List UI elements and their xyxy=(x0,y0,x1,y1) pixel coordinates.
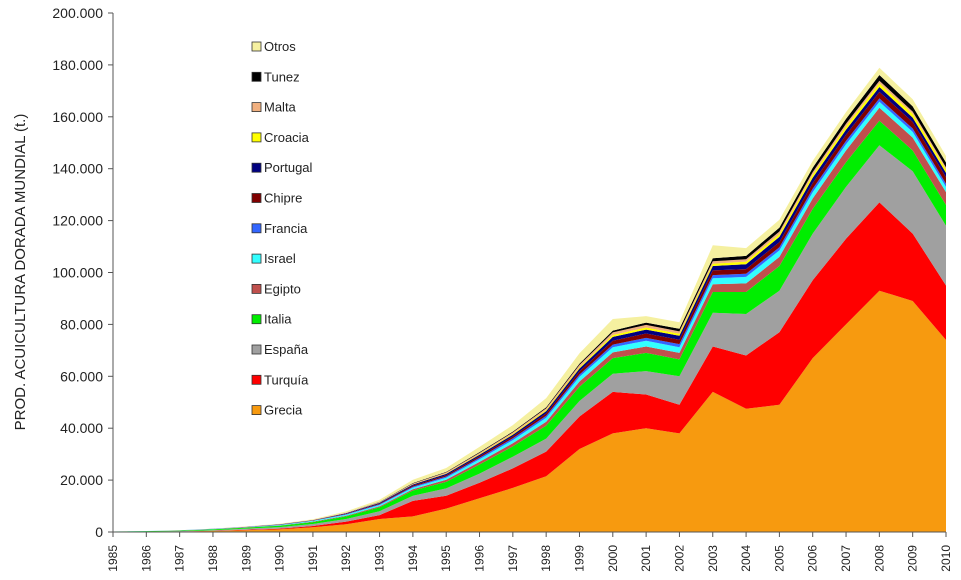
legend-swatch-otros xyxy=(251,41,262,52)
y-axis-ticks: 0 20.000 40.000 60.000 80.000 100.000 120.000 1… xyxy=(52,5,113,540)
x-tick-label: 1999 xyxy=(572,545,586,572)
x-tick-label: 2010 xyxy=(939,545,953,572)
x-tick-label: 1989 xyxy=(239,545,253,572)
legend-swatch-malta xyxy=(251,102,262,112)
x-tick-label: 1986 xyxy=(139,545,153,572)
legend-label-turquia: Turquía xyxy=(264,372,309,387)
y-tick-label: 20.000 xyxy=(60,472,103,488)
legend-swatch-chipre xyxy=(251,193,262,203)
y-tick-label: 40.000 xyxy=(60,420,103,436)
x-tick-label: 1991 xyxy=(306,545,320,572)
x-tick-label: 2004 xyxy=(739,545,753,572)
legend-label-croacia: Croacia xyxy=(264,130,310,145)
y-tick-label: 200.000 xyxy=(52,5,103,21)
legend-swatch-italia xyxy=(251,314,262,325)
y-tick-label: 180.000 xyxy=(52,57,103,73)
area-series-grecia xyxy=(113,290,946,532)
legend-label-egipto: Egipto xyxy=(264,281,301,296)
x-tick-label: 2006 xyxy=(806,545,820,572)
legend-swatch-portugal xyxy=(251,162,262,173)
x-tick-label: 1998 xyxy=(539,545,553,572)
x-tick-label: 2002 xyxy=(672,545,686,572)
legend-label-tunez: Tunez xyxy=(264,69,300,84)
legend-swatch-egipto xyxy=(251,283,262,294)
x-tick-label: 2001 xyxy=(639,545,653,572)
x-tick-label: 2005 xyxy=(772,545,786,572)
x-tick-label: 1988 xyxy=(206,545,220,572)
legend-swatch-espana xyxy=(251,344,262,355)
x-axis-ticks: 1985 1986 1987 1988 1989 1990 1991 1992 1993 1994… xyxy=(106,532,953,572)
legend-label-chipre: Chipre xyxy=(264,191,302,206)
x-tick-label: 1990 xyxy=(273,545,287,572)
y-tick-label: 140.000 xyxy=(52,161,103,177)
legend-label-israel: Israel xyxy=(264,251,296,266)
area-series-group xyxy=(113,67,946,532)
x-tick-label: 1992 xyxy=(339,545,353,572)
x-tick-label: 2007 xyxy=(839,545,853,572)
y-tick-label: 80.000 xyxy=(60,316,103,332)
x-tick-label: 1994 xyxy=(406,545,420,572)
legend-swatch-israel xyxy=(251,253,262,264)
y-tick-label: 120.000 xyxy=(52,213,103,229)
x-tick-label: 1987 xyxy=(173,545,187,572)
area-series-turquia xyxy=(113,202,946,532)
y-tick-label: 0 xyxy=(95,524,103,540)
legend-swatch-croacia xyxy=(251,132,262,143)
legend-label-portugal: Portugal xyxy=(264,160,313,175)
legend-swatch-grecia xyxy=(251,405,262,416)
x-tick-label: 2003 xyxy=(706,545,720,572)
x-tick-label: 2008 xyxy=(872,545,886,572)
x-tick-label: 1995 xyxy=(439,545,453,572)
x-tick-label: 2000 xyxy=(606,545,620,572)
legend-label-malta: Malta xyxy=(264,100,297,115)
y-axis-label: PROD. ACUICULTURA DORADA MUNDIAL (t.) xyxy=(12,114,29,431)
legend-label-francia: Francia xyxy=(264,221,308,236)
y-tick-label: 160.000 xyxy=(52,109,103,125)
legend-swatch-turquia xyxy=(251,374,262,385)
x-tick-label: 1993 xyxy=(373,545,387,572)
legend-label-grecia: Grecia xyxy=(264,403,303,418)
x-tick-label: 2009 xyxy=(906,545,920,572)
area-series-espana xyxy=(113,145,946,532)
legend-swatch-francia xyxy=(251,223,262,234)
legend-label-espana: España xyxy=(264,342,309,357)
y-tick-label: 100.000 xyxy=(52,265,103,281)
legend-swatch-tunez xyxy=(251,71,262,82)
area-series-italia xyxy=(113,120,946,532)
legend: Otros Tunez Malta Croacia Portugal Chipre Fran… xyxy=(251,39,313,418)
x-tick-label: 1997 xyxy=(506,545,520,572)
x-tick-label: 1985 xyxy=(106,545,120,572)
y-tick-label: 60.000 xyxy=(60,368,103,384)
x-tick-label: 1996 xyxy=(473,545,487,572)
legend-label-otros: Otros xyxy=(264,39,296,54)
legend-label-italia: Italia xyxy=(264,312,292,327)
